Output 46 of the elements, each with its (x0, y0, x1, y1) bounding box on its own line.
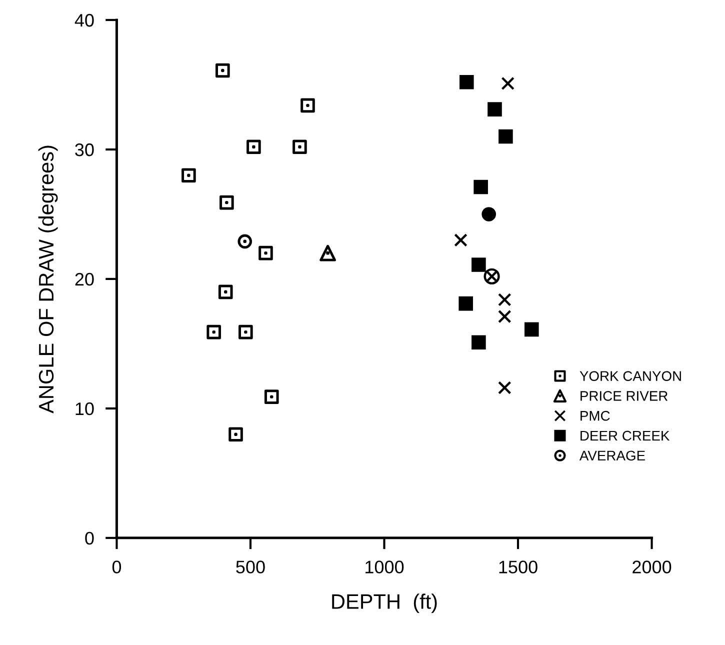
point (498, 293, 512, 306)
point (454, 233, 468, 247)
legend-label: PMC (580, 410, 610, 421)
point (524, 322, 539, 337)
point (474, 180, 488, 194)
point (459, 74, 474, 90)
x-tick-label: 1000 (366, 560, 404, 574)
y-tick-label: 20 (75, 272, 94, 286)
point (258, 246, 273, 260)
point (182, 168, 196, 183)
x-axis-title: DEPTH (ft) (332, 594, 437, 614)
point (300, 98, 315, 113)
point (501, 76, 515, 90)
point (458, 296, 473, 311)
legend-label: DEER CREEK (580, 430, 670, 441)
point (246, 140, 261, 154)
point (472, 335, 486, 350)
legend-label: AVERAGE (579, 450, 645, 461)
point (488, 102, 502, 116)
point (264, 390, 279, 404)
point (228, 427, 243, 442)
x-tick-label: 2000 (632, 560, 672, 574)
point (472, 258, 486, 272)
y-axis-title: ANGLE OF DRAW (degrees) (38, 146, 58, 414)
point (220, 195, 234, 210)
point (292, 140, 307, 154)
point (206, 324, 221, 340)
legend-label: PRICE RIVER (580, 391, 668, 401)
x-tick-label: 500 (236, 560, 265, 574)
point (218, 284, 233, 300)
point (484, 268, 500, 284)
point (216, 63, 230, 78)
legend-label: YORK CANYON (580, 371, 681, 381)
y-tick-label: 10 (76, 402, 94, 416)
point (498, 381, 512, 394)
point (498, 129, 513, 144)
y-tick-label: 0 (85, 532, 94, 545)
y-tick-label: 40 (74, 14, 94, 27)
y-tick-label: 30 (75, 143, 94, 156)
x-tick-label: 1500 (499, 560, 538, 574)
point (238, 324, 253, 340)
x-tick-label: 0 (112, 560, 122, 574)
point (482, 207, 496, 222)
point (498, 310, 512, 324)
point (238, 234, 252, 249)
point (320, 244, 336, 262)
